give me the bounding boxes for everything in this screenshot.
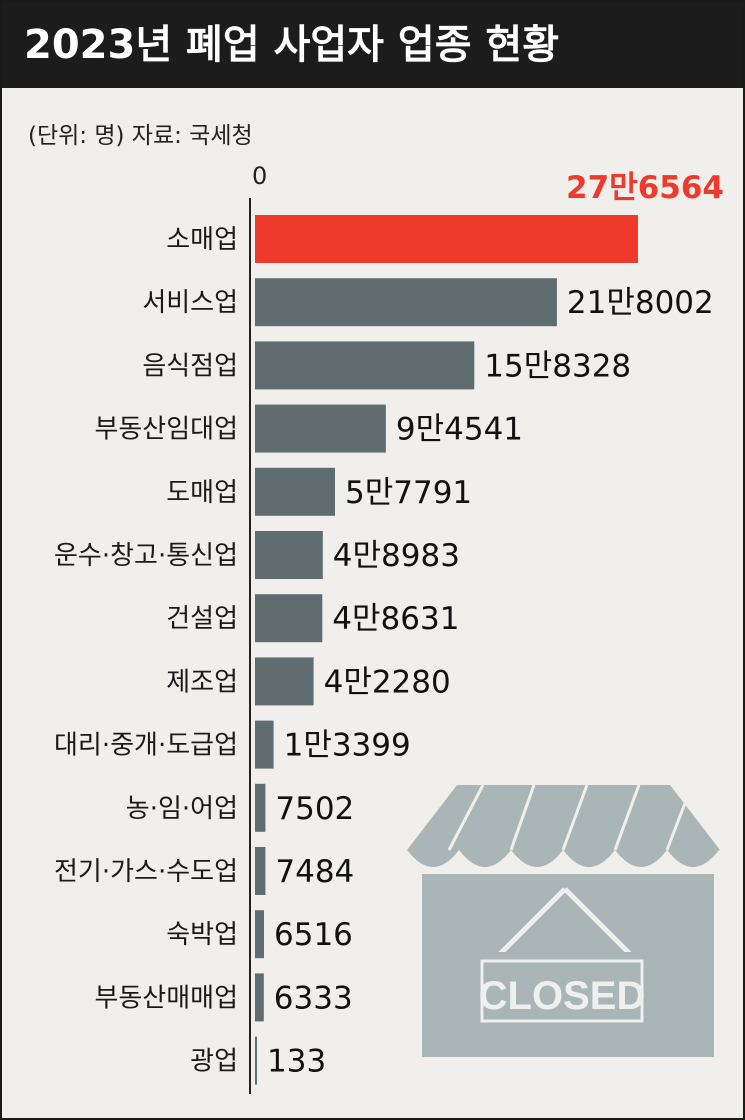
bar-13	[255, 1036, 257, 1085]
value-label: 6516	[274, 917, 353, 953]
category-label: 광업	[190, 1047, 238, 1077]
closed-sign-text: CLOSED	[479, 974, 646, 1018]
category-label: 전기·가스·수도업	[54, 857, 238, 887]
value-label: 15만8328	[484, 348, 631, 384]
category-label: 부동산매매업	[94, 983, 238, 1013]
value-label: 4만8631	[332, 601, 459, 637]
category-label: 농·임·어업	[126, 794, 238, 824]
bar-7	[255, 657, 314, 706]
bar-1	[255, 278, 557, 327]
bar-2	[255, 341, 475, 390]
value-label: 133	[267, 1044, 326, 1080]
value-label: 4만8983	[333, 538, 460, 574]
bar-0	[255, 215, 638, 263]
bar-10	[255, 847, 266, 895]
category-label: 도매업	[166, 478, 238, 508]
value-label: 1만3399	[284, 728, 411, 764]
category-label: 대리·중개·도급업	[54, 731, 238, 761]
bar-11	[255, 910, 264, 959]
bar-3	[255, 404, 386, 453]
category-label: 건설업	[166, 604, 238, 634]
bar-8	[255, 720, 274, 769]
closed-store-icon: CLOSED	[407, 784, 720, 1057]
value-label: 7484	[275, 854, 354, 890]
chart-subtitle: (단위: 명) 자료: 국세청	[28, 123, 253, 149]
category-label: 부동산임대업	[94, 415, 238, 445]
category-label: 서비스업	[142, 288, 238, 318]
axis-zero-tick: 0	[252, 162, 268, 190]
bar-4	[255, 467, 335, 516]
bar-9	[255, 783, 266, 832]
category-label: 운수·창고·통신업	[54, 541, 238, 571]
value-label: 9만4541	[396, 412, 523, 448]
value-label: 7502	[275, 791, 354, 827]
category-label: 소매업	[166, 225, 238, 255]
value-label: 6333	[274, 980, 353, 1016]
category-label: 숙박업	[166, 920, 238, 950]
value-label: 21만8002	[567, 285, 714, 321]
page-title: 2023년 폐업 사업자 업종 현황	[2, 2, 743, 88]
category-label: 음식점업	[142, 351, 238, 381]
bar-6	[255, 594, 323, 643]
bar-12	[255, 973, 264, 1022]
category-label: 제조업	[166, 667, 238, 697]
value-label: 4만2280	[324, 664, 451, 700]
bar-5	[255, 531, 323, 579]
value-label: 5만7791	[345, 475, 472, 511]
value-label: 27만6564	[566, 170, 724, 206]
